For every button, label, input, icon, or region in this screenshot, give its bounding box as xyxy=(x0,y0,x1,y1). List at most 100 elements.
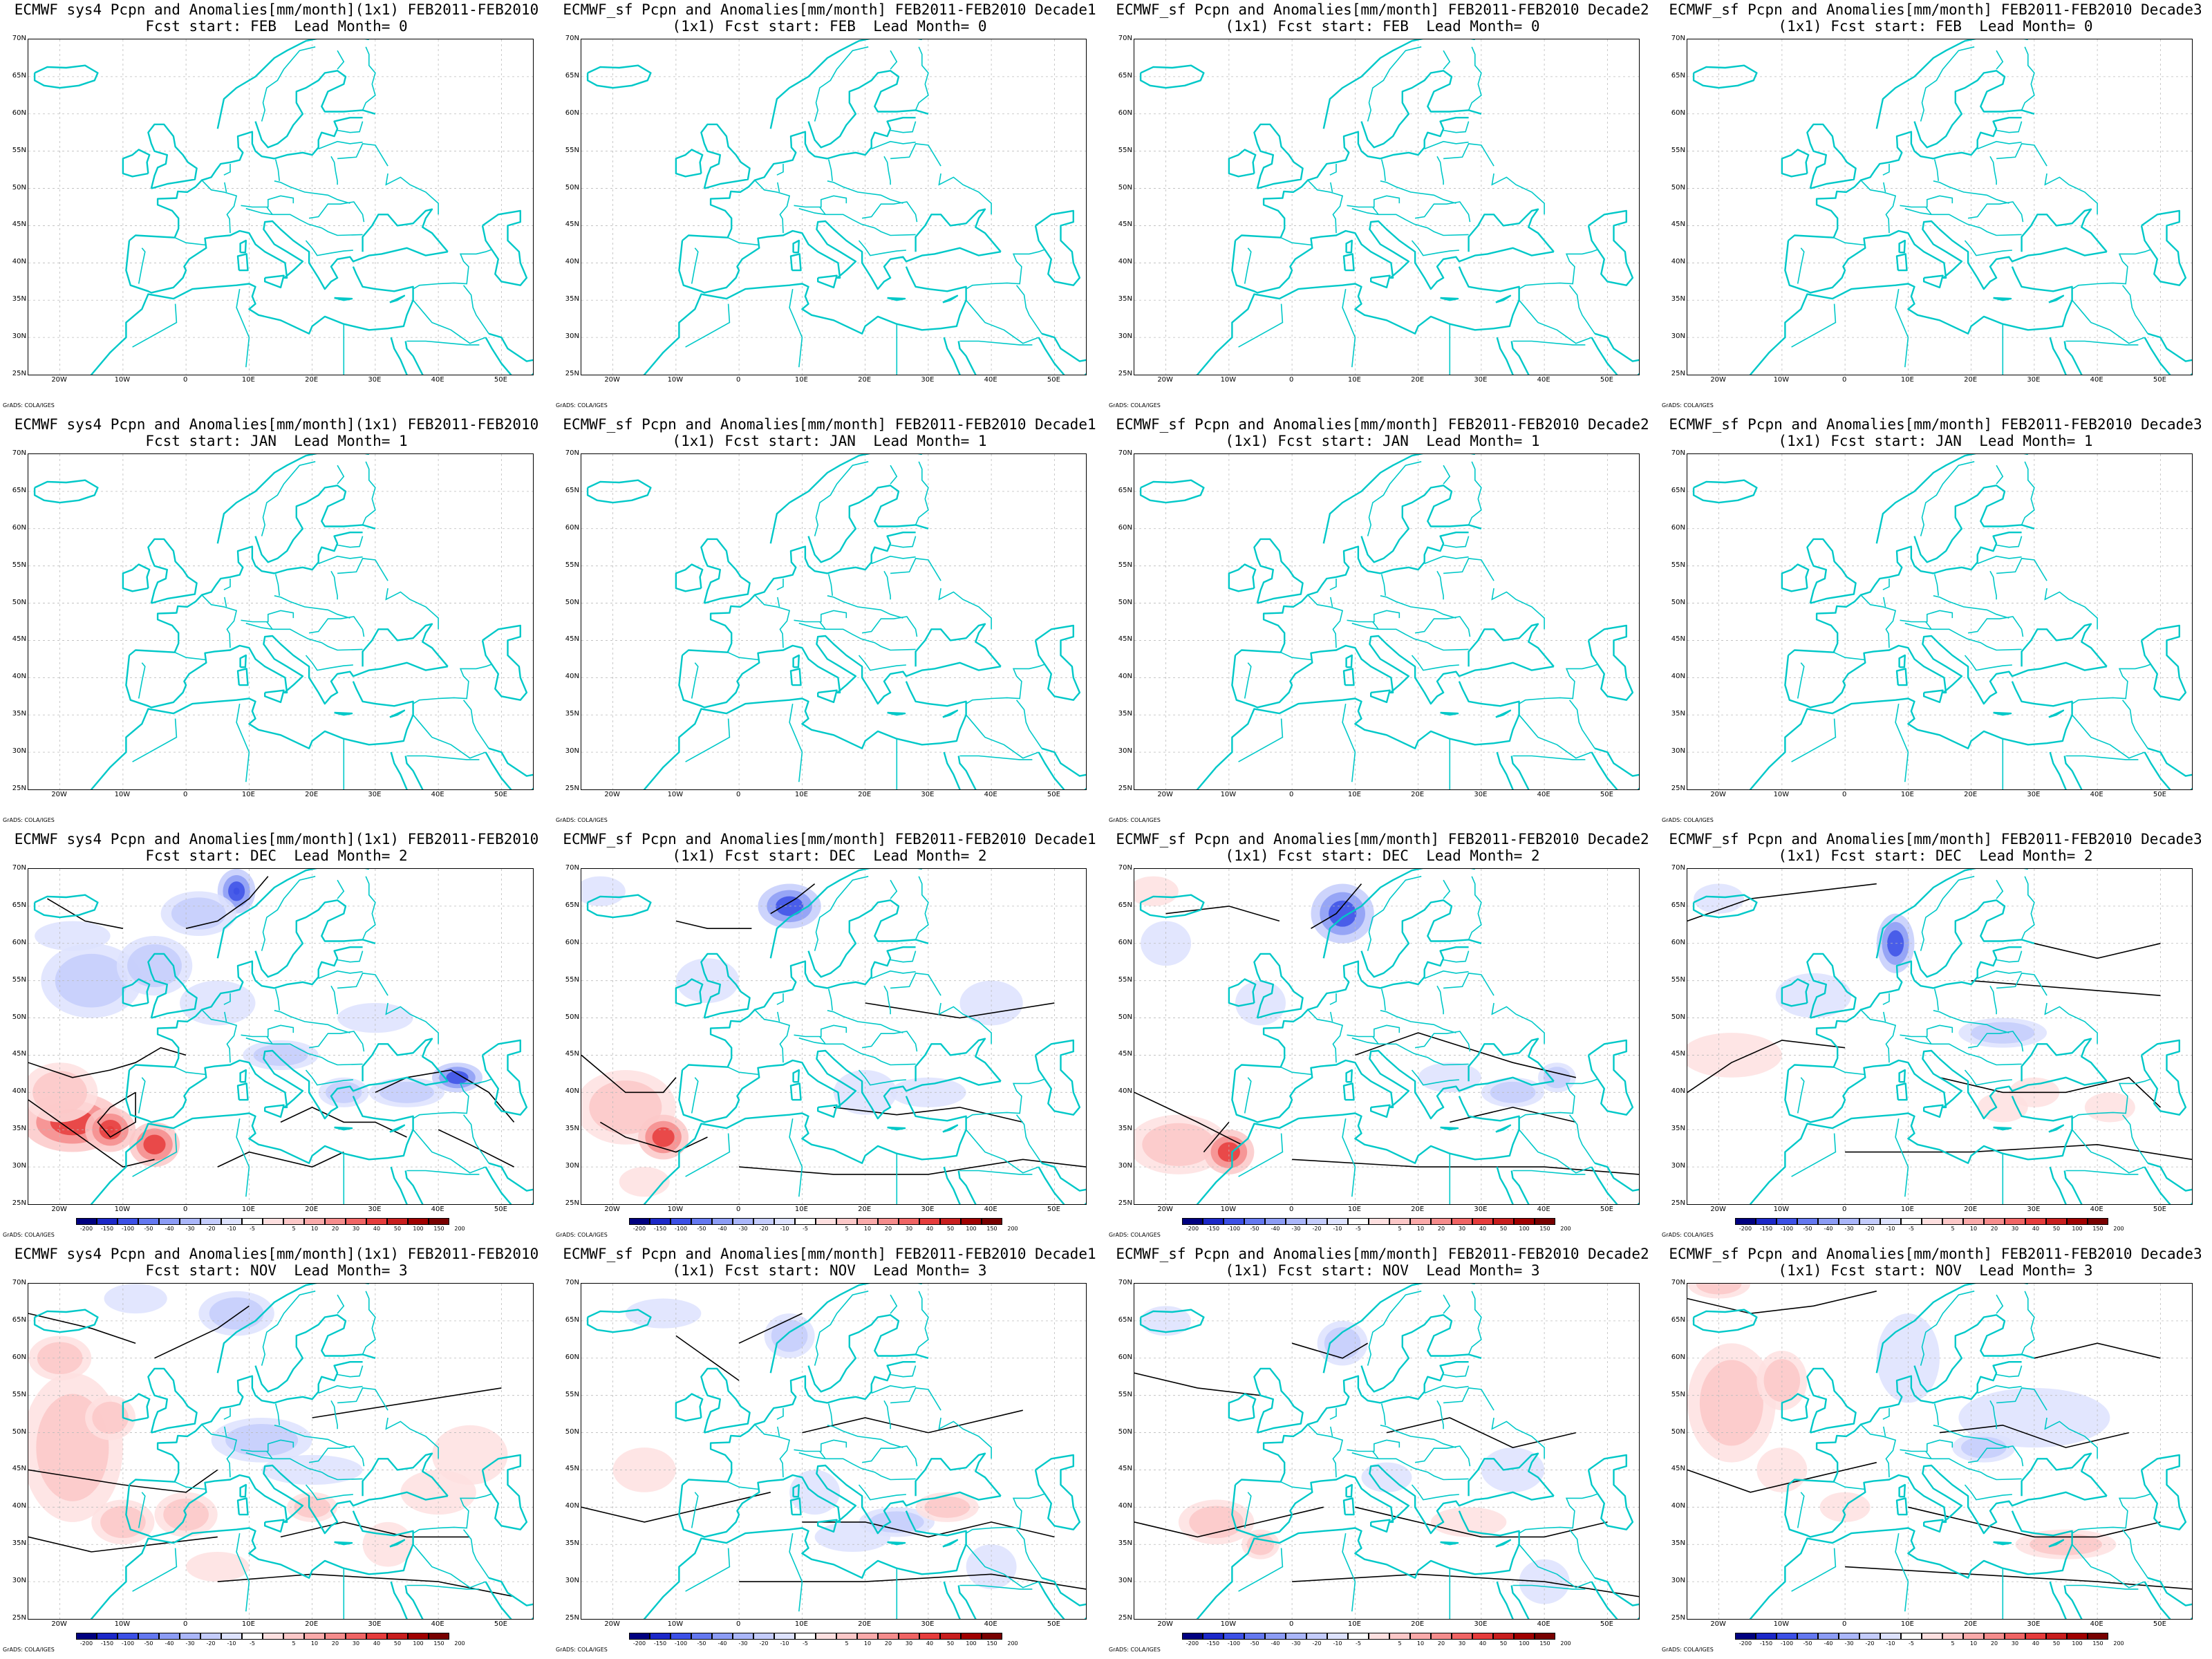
coastline xyxy=(2048,709,2065,718)
map-svg xyxy=(1134,1284,1639,1619)
coastline xyxy=(1342,253,1355,272)
colorbar-swatch xyxy=(753,1218,774,1225)
border-line xyxy=(827,595,903,619)
coastline xyxy=(2140,209,2187,286)
border-line xyxy=(858,1484,906,1501)
lat-tick-label: 35N xyxy=(1671,710,1685,718)
border-line xyxy=(1996,950,2023,963)
border-line xyxy=(174,236,207,246)
positive-anomaly xyxy=(652,1127,675,1147)
coastline xyxy=(90,1510,414,1619)
lon-tick-label: 0 xyxy=(735,791,741,798)
coastline xyxy=(1196,266,1520,375)
border-line xyxy=(1342,1118,1356,1197)
coastline xyxy=(769,1284,922,1374)
lat-tick-label: 45N xyxy=(565,1050,579,1058)
border-line xyxy=(1443,973,1494,996)
border-line xyxy=(1964,655,2012,671)
colorbar-swatch xyxy=(1901,1218,1922,1225)
colorbar-label: -5 xyxy=(1909,1226,1914,1232)
coastlines xyxy=(586,454,1086,789)
border-line xyxy=(274,574,280,596)
colorbar-swatch xyxy=(221,1218,242,1225)
coastline xyxy=(1591,1166,1639,1204)
border-line xyxy=(1791,1133,1837,1177)
colorbar-label: 40 xyxy=(1479,1640,1487,1647)
border-line xyxy=(337,536,364,548)
colorbar-swatch xyxy=(1818,1218,1839,1225)
colorbar-swatch xyxy=(1839,1633,1859,1640)
border-line xyxy=(1342,703,1356,782)
border-line xyxy=(362,461,376,525)
lon-tick-label: 10W xyxy=(1773,376,1790,384)
lon-tick-label: 30E xyxy=(921,791,935,798)
lon-tick-label: 20W xyxy=(1710,376,1726,384)
lon-tick-label: 10W xyxy=(114,791,131,798)
border-line xyxy=(1895,1533,1909,1612)
border-line xyxy=(685,1548,731,1592)
lat-tick-label: 25N xyxy=(1118,785,1132,792)
map-svg xyxy=(1687,454,2192,789)
coastline xyxy=(1342,1082,1355,1101)
lat-tick-label: 70N xyxy=(12,864,26,872)
colorbar-swatch xyxy=(429,1218,449,1225)
coastline xyxy=(334,1126,353,1131)
coastline xyxy=(481,624,528,701)
border-line xyxy=(1797,1077,1805,1114)
border-line xyxy=(959,1584,1033,1590)
coastline xyxy=(1875,39,2028,129)
coastline xyxy=(1253,538,1304,604)
lon-tick-label: 30E xyxy=(1474,376,1488,384)
coastline xyxy=(236,668,249,686)
coastline xyxy=(1235,117,1469,241)
colorbar-swatch xyxy=(899,1218,919,1225)
colorbar-label: 50 xyxy=(1499,1226,1508,1232)
border-line xyxy=(777,182,780,193)
coastline xyxy=(481,1454,528,1530)
border-line xyxy=(1015,1529,1042,1579)
borders xyxy=(1791,1291,2151,1619)
lat-tick-label: 65N xyxy=(1118,486,1132,494)
lat-tick-label: 60N xyxy=(1671,938,1685,946)
colorbar-label: -100 xyxy=(674,1226,688,1232)
coastline xyxy=(1875,1284,2028,1374)
lat-tick-label: 70N xyxy=(1118,864,1132,872)
lon-tick-label: 40E xyxy=(431,791,444,798)
map-area xyxy=(1134,39,1640,375)
border-line xyxy=(789,703,803,782)
coastline xyxy=(1228,149,1257,178)
colorbar-label: -5 xyxy=(1356,1226,1361,1232)
map-area xyxy=(28,868,534,1205)
grads-credit: GrADS: COLA/IGES xyxy=(1662,402,1714,409)
contour-line xyxy=(280,1521,470,1538)
coastline xyxy=(1253,123,1304,189)
colorbar-swatch xyxy=(836,1633,857,1640)
lat-tick-label: 60N xyxy=(1118,109,1132,117)
border-line xyxy=(305,240,353,256)
panel-title: ECMWF_sf Pcpn and Anomalies[mm/month] FE… xyxy=(1116,416,1649,433)
coastline xyxy=(1041,1162,1086,1192)
border-line xyxy=(1989,570,1997,600)
coastline xyxy=(789,668,802,686)
borders xyxy=(1238,876,1598,1204)
colorbar-swatch xyxy=(283,1633,304,1640)
lat-tick-label: 60N xyxy=(1671,1353,1685,1361)
lon-tick-label: 10E xyxy=(1347,1206,1361,1213)
coastline xyxy=(682,532,916,656)
colorbar-swatch xyxy=(982,1218,1002,1225)
coastline xyxy=(2147,1577,2192,1606)
coastlines xyxy=(1139,869,1639,1204)
border-line xyxy=(1330,1426,1333,1437)
colorbar-swatch xyxy=(1963,1633,1984,1640)
border-line xyxy=(1380,180,1456,204)
lat-tick-label: 55N xyxy=(12,561,26,569)
coastline xyxy=(1806,1367,1857,1434)
coastline xyxy=(1788,117,2022,241)
colorbar-label: 50 xyxy=(2052,1226,2061,1232)
border-line xyxy=(236,1118,250,1197)
map-svg xyxy=(28,1284,533,1619)
lon-tick-label: 10E xyxy=(241,1206,255,1213)
border-line xyxy=(938,588,992,630)
border-line xyxy=(1329,1408,1337,1420)
lon-tick-label: 30E xyxy=(368,1620,382,1628)
